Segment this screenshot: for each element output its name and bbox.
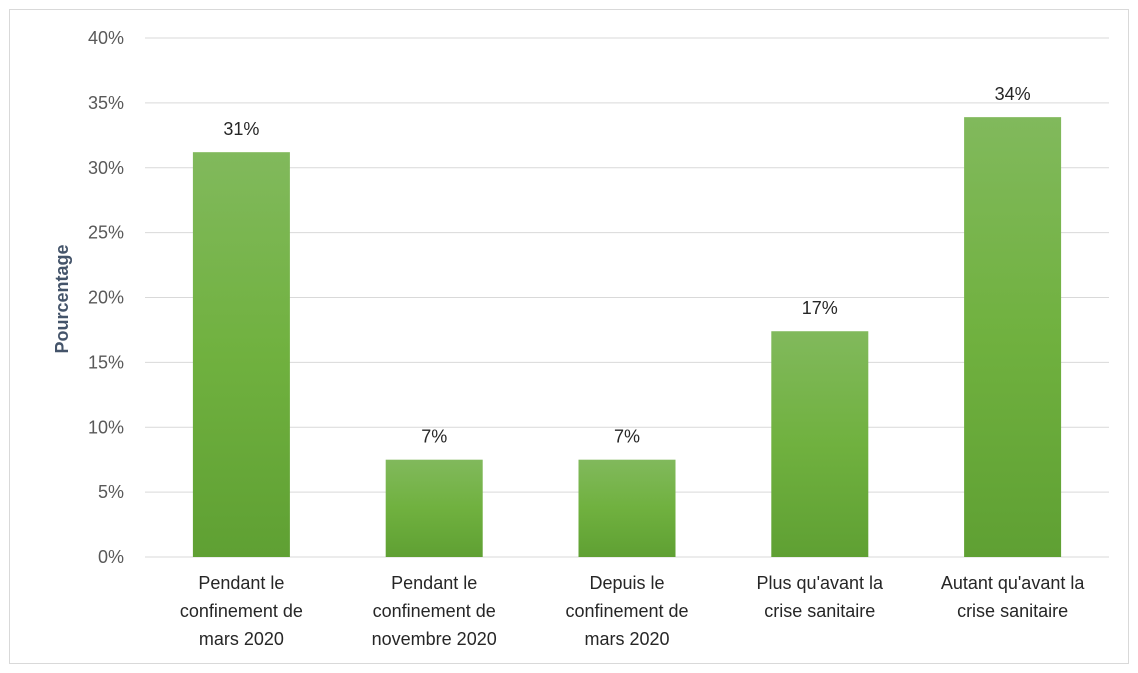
y-tick-label: 40% <box>88 28 124 48</box>
bars <box>192 117 1062 558</box>
bar <box>771 331 869 557</box>
data-labels: 31% 7% 7% 17% 34% <box>223 84 1030 447</box>
y-tick-label: 15% <box>88 352 124 372</box>
data-label: 7% <box>614 427 640 447</box>
y-tick-label: 0% <box>98 547 124 567</box>
x-category-label-line: Pendant le <box>198 573 284 593</box>
x-category-label: Plus qu'avant la crise sanitaire <box>757 573 885 621</box>
x-category-label: Pendant le confinement de mars 2020 <box>180 573 303 649</box>
x-category-label-line: confinement de <box>373 601 496 621</box>
y-axis-title: Pourcentage <box>52 244 72 353</box>
x-category-label-line: Plus qu'avant la <box>757 573 885 593</box>
x-category-label-line: Depuis le <box>589 573 664 593</box>
x-category-label-line: confinement de <box>180 601 303 621</box>
x-category-label-line: crise sanitaire <box>957 601 1068 621</box>
x-category-label-line: Pendant le <box>391 573 477 593</box>
data-label: 31% <box>223 119 259 139</box>
gridlines <box>145 37 1109 558</box>
x-category-label-line: novembre 2020 <box>372 629 497 649</box>
data-label: 34% <box>995 84 1031 104</box>
x-category-label-line: crise sanitaire <box>764 601 875 621</box>
data-label: 7% <box>421 427 447 447</box>
x-category-label: Depuis le confinement de mars 2020 <box>565 573 688 649</box>
y-tick-label: 10% <box>88 417 124 437</box>
y-tick-label: 35% <box>88 93 124 113</box>
x-category-label-line: mars 2020 <box>199 629 284 649</box>
data-label: 17% <box>802 298 838 318</box>
x-category-label-line: confinement de <box>565 601 688 621</box>
y-tick-label: 20% <box>88 288 124 308</box>
x-category-label-line: Autant qu'avant la <box>941 573 1086 593</box>
y-tick-label: 30% <box>88 158 124 178</box>
y-axis-ticks: 0% 5% 10% 15% 20% 25% 30% 35% 40% <box>88 28 124 567</box>
x-axis-categories: Pendant le confinement de mars 2020Pendant… <box>180 573 1086 649</box>
y-tick-label: 25% <box>88 223 124 243</box>
bar <box>385 459 483 557</box>
y-tick-label: 5% <box>98 482 124 502</box>
bar <box>192 152 290 557</box>
bar <box>578 459 676 557</box>
bar <box>964 117 1062 558</box>
x-category-label: Pendant le confinement de novembre 2020 <box>372 573 497 649</box>
x-category-label: Autant qu'avant la crise sanitaire <box>941 573 1086 621</box>
x-category-label-line: mars 2020 <box>584 629 669 649</box>
